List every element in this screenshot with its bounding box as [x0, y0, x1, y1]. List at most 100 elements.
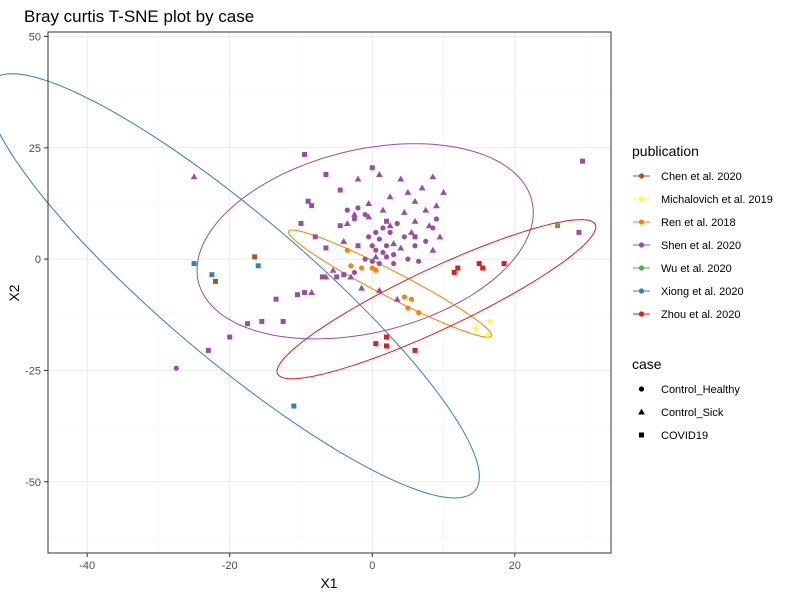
data-point	[411, 197, 419, 204]
legend-case-title: case	[632, 356, 662, 372]
data-point	[425, 222, 433, 229]
chart-title: Bray curtis T-SNE plot by case	[24, 7, 254, 26]
confidence-ellipses	[0, 73, 597, 499]
data-point	[391, 252, 397, 258]
data-point	[384, 218, 390, 224]
data-point	[397, 244, 405, 251]
data-point	[347, 273, 355, 280]
data-point	[384, 334, 390, 340]
data-point	[212, 278, 218, 284]
data-point	[383, 254, 390, 260]
data-point	[476, 261, 482, 267]
x-tick-label: -40	[79, 560, 95, 572]
data-point	[369, 165, 375, 171]
data-point	[390, 240, 398, 247]
data-point	[376, 236, 382, 242]
legend-label: Chen et al. 2020	[661, 171, 742, 183]
data-point	[472, 325, 479, 331]
data-point	[344, 247, 350, 253]
data-point	[372, 253, 380, 260]
data-point	[432, 202, 440, 209]
y-tick-label: -50	[25, 477, 41, 489]
data-point	[323, 171, 329, 177]
data-point	[354, 175, 362, 182]
data-point	[334, 274, 340, 280]
data-point	[422, 206, 430, 213]
legend-key-point	[638, 173, 645, 179]
data-point	[344, 207, 350, 213]
data-point	[401, 294, 407, 300]
data-point	[373, 247, 379, 253]
data-point	[227, 334, 233, 340]
legend-key-point	[638, 311, 645, 317]
data-point	[365, 213, 373, 220]
data-point	[401, 234, 407, 240]
data-point	[455, 265, 461, 271]
legend-case: case Control_Healthy Control_Sick COVID19	[632, 356, 740, 442]
data-point	[323, 245, 329, 251]
legend-key-shape	[638, 386, 645, 392]
ellipse-ren-et-al-2018	[287, 229, 493, 338]
x-axis-ticks: -40 -20 0 20	[79, 553, 521, 572]
data-point	[408, 296, 415, 302]
legend-label: Control_Healthy	[661, 384, 740, 396]
data-point	[404, 188, 412, 195]
data-point	[373, 341, 379, 347]
data-point	[351, 211, 358, 218]
data-point	[366, 234, 372, 240]
data-point	[379, 206, 387, 213]
legend-key-shape	[639, 432, 644, 438]
data-point	[386, 222, 394, 229]
data-point	[433, 216, 439, 222]
x-tick-label: -20	[222, 560, 238, 572]
data-point	[358, 284, 365, 291]
data-point	[373, 267, 379, 273]
ellipse-shen-et-al-2020	[196, 143, 534, 340]
data-point	[205, 347, 211, 353]
data-point	[394, 220, 400, 227]
data-point	[259, 318, 265, 324]
data-point	[337, 187, 343, 193]
data-point	[343, 220, 351, 227]
data-point	[340, 237, 348, 244]
data-point	[308, 289, 316, 296]
data-point	[393, 295, 401, 302]
data-point	[312, 234, 318, 240]
data-point	[355, 205, 361, 211]
data-point	[369, 258, 375, 264]
y-tick-label: 50	[29, 31, 41, 43]
data-point	[391, 260, 397, 267]
data-point	[351, 269, 358, 276]
data-point	[309, 203, 315, 209]
data-point	[375, 286, 383, 293]
data-point	[280, 318, 286, 324]
data-point	[173, 365, 179, 371]
data-point	[451, 269, 457, 275]
data-point	[440, 188, 447, 195]
legend-label: Ren et al. 2018	[661, 217, 736, 229]
data-point	[387, 229, 393, 235]
data-point	[579, 158, 585, 164]
legend-label: Michalovich et al. 2019	[661, 194, 773, 206]
data-point	[190, 173, 198, 180]
data-point	[412, 243, 418, 249]
ellipse-zhou-et-al-2020	[276, 219, 597, 380]
data-point	[555, 223, 561, 229]
grid-lines	[48, 32, 611, 553]
data-point	[302, 151, 308, 157]
data-point	[405, 256, 411, 262]
data-point	[380, 249, 386, 256]
data-point	[411, 217, 419, 224]
data-point	[305, 198, 311, 204]
data-point	[412, 347, 418, 353]
data-point	[380, 225, 386, 231]
ellipse-xiong-et-al-2020	[0, 73, 480, 499]
x-axis-title: X1	[320, 575, 337, 591]
y-tick-label: 25	[29, 143, 41, 155]
data-point	[501, 261, 507, 267]
y-tick-label: -25	[25, 365, 41, 377]
data-point	[358, 265, 365, 271]
x-tick-label: 0	[369, 560, 375, 572]
data-point	[429, 246, 437, 253]
data-point	[351, 216, 358, 222]
